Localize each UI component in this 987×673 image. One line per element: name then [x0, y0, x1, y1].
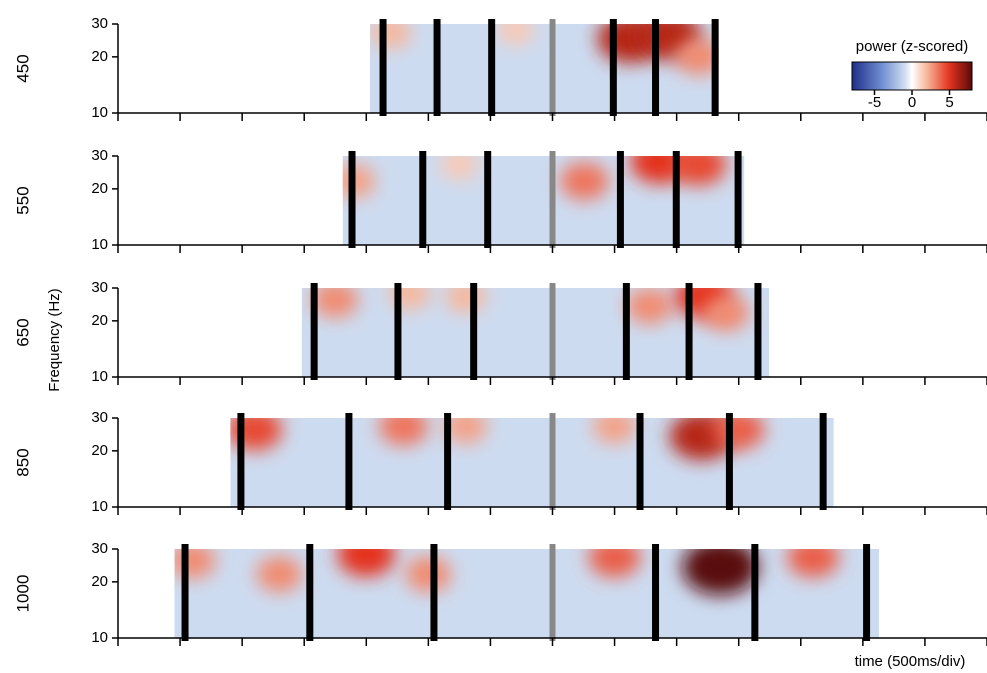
hotspot — [588, 549, 641, 578]
event-marker — [754, 283, 762, 380]
event-marker — [636, 413, 644, 510]
hotspot — [230, 418, 283, 451]
y-tick-label: 30 — [91, 409, 108, 426]
hotspot — [675, 38, 719, 75]
y-tick-label: 20 — [91, 573, 108, 590]
event-marker — [685, 283, 693, 380]
y-tick-label: 30 — [91, 147, 108, 164]
event-marker — [348, 151, 356, 248]
event-marker — [652, 19, 660, 116]
panel: 10 20 30 550 — [13, 147, 987, 253]
panel: 10 20 30 450 — [13, 15, 987, 121]
event-marker — [394, 283, 402, 380]
event-marker — [430, 544, 438, 641]
y-tick-label: 20 — [91, 442, 108, 459]
center-line — [549, 544, 556, 641]
colorbar-tick-label: 0 — [908, 94, 916, 111]
hotspot — [712, 418, 765, 450]
panel: 10 20 30 850 — [13, 409, 987, 515]
y-tick-label: 20 — [91, 312, 108, 329]
hotspot — [444, 418, 488, 444]
hotspot — [496, 24, 534, 45]
y-tick-label: 30 — [91, 540, 108, 557]
y-tick-label: 10 — [91, 498, 108, 515]
event-marker — [419, 151, 427, 248]
event-marker — [306, 544, 314, 641]
panel: 10 20 30 1000 — [13, 540, 987, 646]
heatmap — [174, 549, 879, 638]
panel-label: 1000 — [13, 575, 32, 613]
panel-label: 450 — [13, 54, 32, 82]
center-line — [549, 19, 556, 116]
colorbar — [851, 61, 973, 91]
event-marker — [734, 151, 742, 248]
event-marker — [488, 19, 496, 116]
event-marker — [379, 19, 387, 116]
event-marker — [433, 19, 441, 116]
y-tick-label: 30 — [91, 279, 108, 296]
heatmap — [370, 24, 719, 113]
hotspot — [256, 556, 303, 593]
colorbar-title: power (z-scored) — [856, 38, 969, 55]
event-marker — [863, 544, 871, 641]
event-marker — [310, 283, 318, 380]
event-marker — [609, 19, 617, 116]
event-marker — [616, 151, 624, 248]
hotspot — [174, 549, 216, 579]
center-line — [549, 283, 556, 380]
event-marker — [237, 413, 245, 510]
hotspot — [626, 288, 673, 325]
hotspot — [405, 556, 452, 593]
hotspot — [671, 156, 727, 186]
event-marker — [444, 413, 452, 510]
y-tick-label: 10 — [91, 629, 108, 646]
event-marker — [622, 283, 630, 380]
panel-label: 650 — [13, 318, 32, 346]
y-tick-label: 20 — [91, 180, 108, 197]
hotspot — [371, 24, 412, 49]
event-marker — [181, 544, 189, 641]
y-tick-label: 10 — [91, 236, 108, 253]
hotspot — [445, 288, 486, 313]
hotspot — [703, 295, 750, 332]
panel-label: 850 — [13, 448, 32, 476]
hotspot — [559, 162, 609, 201]
event-marker — [725, 413, 733, 510]
colorbar-tick-label: 5 — [945, 94, 953, 111]
panel-label: 550 — [13, 186, 32, 214]
event-marker — [652, 544, 660, 641]
heatmap — [301, 288, 770, 377]
center-line — [549, 151, 556, 248]
x-axis-label: time (500ms/div) — [855, 653, 966, 670]
y-axis-label: Frequency (Hz) — [46, 288, 63, 391]
event-marker — [751, 544, 759, 641]
center-line — [549, 413, 556, 510]
hotspot — [337, 549, 396, 577]
heatmap — [230, 418, 834, 507]
colorbar-tick-label: -5 — [868, 94, 881, 111]
hotspot — [682, 549, 759, 596]
event-marker — [819, 413, 827, 510]
event-marker — [470, 283, 478, 380]
hotspot — [593, 418, 637, 444]
y-tick-label: 10 — [91, 104, 108, 121]
hotspot — [312, 288, 359, 318]
y-tick-label: 30 — [91, 15, 108, 32]
y-tick-label: 10 — [91, 368, 108, 385]
event-marker — [345, 413, 353, 510]
event-marker — [484, 151, 492, 248]
hotspot — [379, 418, 429, 446]
heatmap — [342, 156, 745, 245]
hotspot — [787, 549, 840, 578]
panel: 10 20 30 650 — [13, 279, 987, 385]
hotspot — [440, 156, 478, 180]
y-tick-label: 20 — [91, 48, 108, 65]
event-marker — [711, 19, 719, 116]
event-marker — [672, 151, 680, 248]
